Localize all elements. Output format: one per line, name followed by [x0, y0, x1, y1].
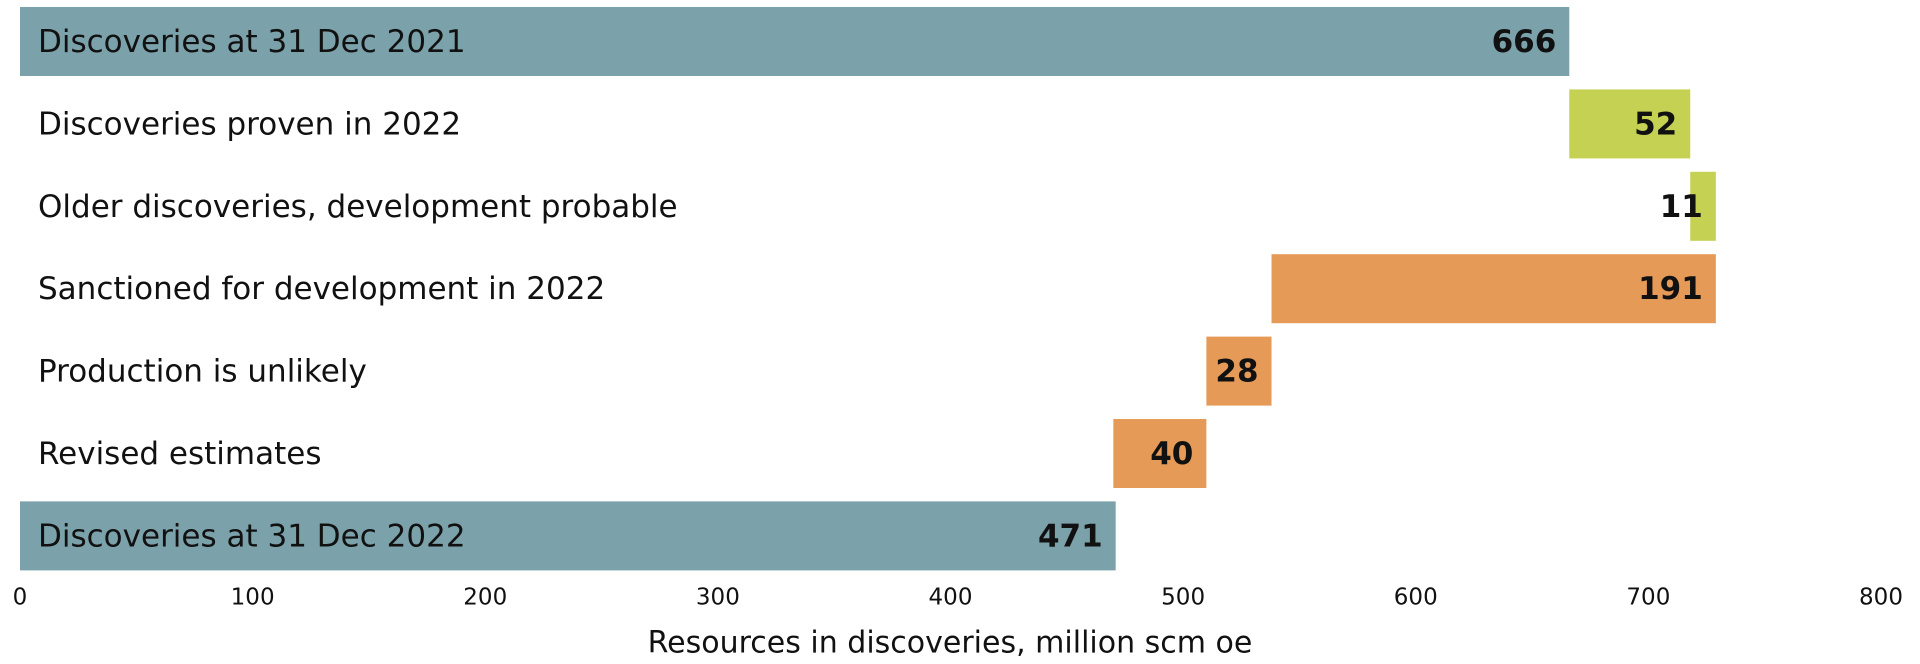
value-label: 11	[1660, 189, 1703, 225]
x-tick-label: 200	[463, 585, 507, 611]
x-tick-label: 300	[696, 585, 740, 611]
category-label: Discoveries proven in 2022	[38, 106, 461, 142]
bar	[1690, 171, 1716, 241]
value-label: 471	[1038, 518, 1103, 554]
bar	[20, 7, 1570, 76]
category-label: Production is unlikely	[38, 354, 367, 390]
x-axis-label: Resources in discoveries, million scm oe	[648, 626, 1253, 661]
x-tick-label: 700	[1626, 585, 1670, 611]
x-tick-label: 400	[929, 585, 973, 611]
category-label: Revised estimates	[38, 436, 322, 472]
x-tick-label: 100	[231, 585, 275, 611]
bar	[1206, 336, 1272, 406]
value-label: 52	[1634, 106, 1677, 142]
bar	[1271, 254, 1716, 324]
bar	[20, 501, 1116, 571]
bar	[1113, 419, 1207, 488]
category-label: Older discoveries, development probable	[38, 189, 678, 225]
category-label: Discoveries at 31 Dec 2021	[38, 24, 466, 60]
value-label: 40	[1150, 436, 1193, 472]
value-label: 28	[1215, 354, 1258, 390]
bar	[1569, 89, 1691, 159]
x-tick-label: 0	[13, 585, 28, 611]
x-tick-label: 500	[1161, 585, 1205, 611]
category-label: Sanctioned for development in 2022	[38, 271, 605, 307]
x-tick-label: 800	[1859, 585, 1903, 611]
category-label: Discoveries at 31 Dec 2022	[38, 518, 466, 554]
value-label: 191	[1638, 271, 1703, 307]
value-label: 666	[1492, 24, 1557, 60]
x-tick-label: 600	[1394, 585, 1438, 611]
